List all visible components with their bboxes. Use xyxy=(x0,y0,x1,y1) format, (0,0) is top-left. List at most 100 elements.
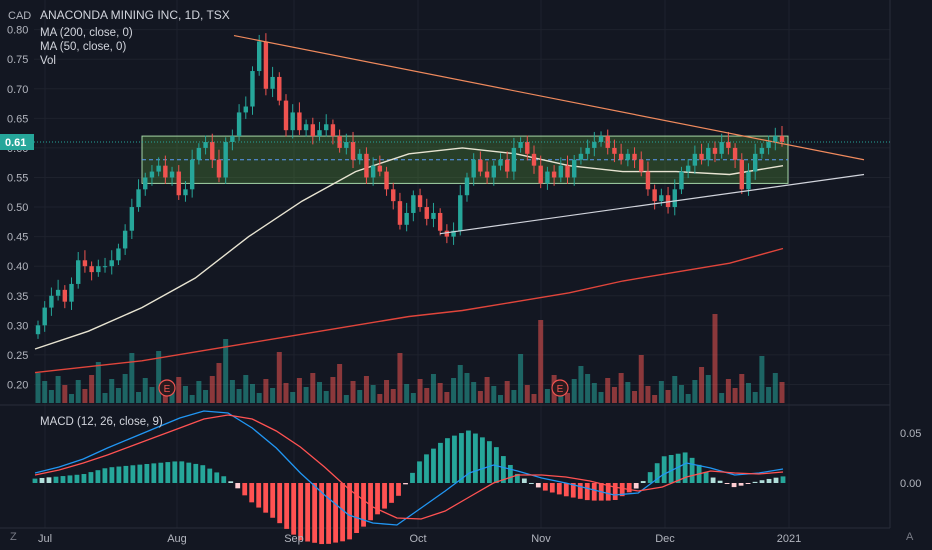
candle-body xyxy=(612,147,617,154)
candle-body xyxy=(411,195,416,213)
time-tick-label: Sep xyxy=(284,533,304,545)
volume-bar xyxy=(196,381,202,403)
macd-histogram-bar xyxy=(207,468,213,483)
ma50-legend[interactable]: MA (50, close, 0) xyxy=(40,41,126,53)
candle-body xyxy=(391,189,396,202)
volume-bar xyxy=(430,374,436,403)
macd-histogram-bar xyxy=(214,472,220,483)
macd-histogram-bar xyxy=(32,478,38,483)
volume-bar xyxy=(270,388,276,403)
earnings-marker xyxy=(551,379,569,397)
macd-histogram-bar xyxy=(284,483,290,529)
candle-body xyxy=(632,153,637,160)
macd-histogram-bar xyxy=(605,483,611,501)
volume-bar xyxy=(565,393,571,403)
volume-legend[interactable]: Vol xyxy=(40,55,56,67)
volume-bar xyxy=(290,392,296,403)
candle-body xyxy=(639,159,644,172)
macd-histogram-bar xyxy=(39,477,45,483)
candle-body xyxy=(538,165,543,184)
macd-histogram-bar xyxy=(165,462,171,483)
volume-bar xyxy=(176,377,182,403)
volume-bar xyxy=(739,374,745,403)
macd-histogram-bar xyxy=(46,477,52,483)
candle-body xyxy=(102,266,108,268)
macd-histogram-bar xyxy=(361,483,366,527)
macd-histogram-bar xyxy=(403,483,408,485)
volume-bar xyxy=(424,388,430,403)
volume-bar xyxy=(283,383,289,403)
candle-body xyxy=(76,260,81,284)
macd-histogram-bar xyxy=(270,483,276,518)
macd-histogram-bar xyxy=(347,483,352,540)
volume-bar xyxy=(303,387,309,403)
volume-bar xyxy=(779,382,785,403)
macd-histogram-bar xyxy=(389,483,394,503)
volume-bar xyxy=(337,364,343,403)
macd-histogram-bar xyxy=(228,481,234,483)
candle-body xyxy=(692,153,698,166)
candle-body xyxy=(357,153,362,160)
candle-body xyxy=(324,124,329,131)
volume-bar xyxy=(605,378,611,403)
volume-bar xyxy=(276,352,282,403)
volume-bar xyxy=(82,389,88,403)
candle-body xyxy=(370,165,376,178)
price-tick-label: 0.80 xyxy=(7,25,28,37)
volume-bar xyxy=(296,378,302,403)
macd-histogram-bar xyxy=(745,483,751,484)
macd-histogram-bar xyxy=(577,483,583,499)
macd-histogram-bar xyxy=(654,463,660,483)
volume-bar xyxy=(618,373,624,403)
trendlines[interactable] xyxy=(233,34,865,235)
candle-body xyxy=(136,189,141,208)
macd-histogram-bar xyxy=(675,453,681,483)
candle-body xyxy=(283,100,289,131)
volume-bar xyxy=(42,381,48,403)
macd-tick-label: 0.05 xyxy=(900,428,921,440)
range-box[interactable] xyxy=(141,135,789,184)
volume-bar xyxy=(136,392,142,403)
ma200-legend[interactable]: MA (200, close, 0) xyxy=(40,27,133,39)
macd-histogram-bar xyxy=(626,483,632,493)
macd-histogram-bar xyxy=(410,472,415,483)
volume-bar xyxy=(350,381,356,403)
macd-histogram-bar xyxy=(263,483,269,513)
macd-histogram-bar xyxy=(291,483,297,535)
candle-body xyxy=(277,76,282,101)
candle-body xyxy=(344,142,349,148)
volume-bar xyxy=(457,365,463,403)
volume-bar xyxy=(444,392,450,403)
candle-body xyxy=(290,112,295,131)
macd-histogram-bar xyxy=(298,483,304,541)
time-tick-label: Aug xyxy=(167,533,187,545)
time-tick-label: Oct xyxy=(409,533,426,545)
macd-histogram-bar xyxy=(738,483,744,486)
candle-body xyxy=(746,171,751,190)
macd-histogram-bar xyxy=(368,483,373,521)
volume-bar xyxy=(216,363,222,403)
volume-bar xyxy=(417,379,423,403)
macd-histogram-bar xyxy=(591,483,597,501)
candle-body xyxy=(384,171,389,190)
candle-body xyxy=(129,207,135,231)
volume-bar xyxy=(236,389,242,403)
candle-body xyxy=(444,230,450,237)
candle-body xyxy=(726,142,731,148)
macd-histogram-bar xyxy=(74,474,80,483)
volume-bar xyxy=(182,386,188,403)
auto-scale-button[interactable]: A xyxy=(906,531,914,543)
volume-bar xyxy=(363,376,369,403)
volume-bar xyxy=(625,382,631,403)
price-tick-label: 0.55 xyxy=(7,172,28,184)
macd-histogram-bar xyxy=(682,452,688,483)
macd-histogram-bar xyxy=(123,465,129,483)
macd-legend[interactable]: MACD (12, 26, close, 9) xyxy=(40,416,163,428)
volume-bar xyxy=(759,356,765,403)
time-tick-label: Nov xyxy=(531,533,551,545)
candle-body xyxy=(189,159,195,190)
timezone-button[interactable]: Z xyxy=(10,531,17,543)
volume-bar xyxy=(102,393,108,403)
